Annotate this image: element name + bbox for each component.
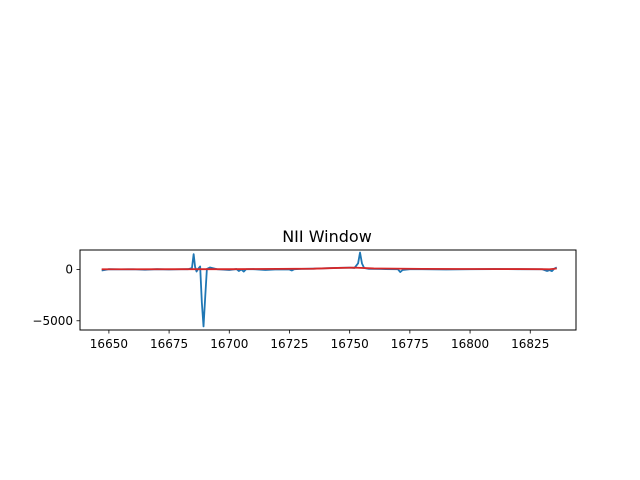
x-tick-label: 16725 bbox=[270, 337, 308, 351]
series-line-2 bbox=[101, 266, 557, 271]
x-tick-label: 16775 bbox=[391, 337, 429, 351]
y-tick-label: 0 bbox=[65, 262, 73, 276]
x-tick-label: 16750 bbox=[331, 337, 369, 351]
x-tick-label: 16650 bbox=[90, 337, 128, 351]
series-layer bbox=[101, 251, 558, 328]
x-tick-label: 16825 bbox=[511, 337, 549, 351]
axis-layer: 16650 16675 16700 16725 16750 16775 16800 16825… bbox=[32, 262, 549, 351]
plot-frame bbox=[79, 249, 577, 331]
x-tick-label: 16800 bbox=[451, 337, 489, 351]
x-tick-label: 16675 bbox=[150, 337, 188, 351]
x-tick-label: 16700 bbox=[210, 337, 248, 351]
y-tick-label: −5000 bbox=[32, 314, 73, 328]
series-line-1 bbox=[101, 251, 558, 328]
chart-title: NII Window bbox=[282, 227, 372, 246]
